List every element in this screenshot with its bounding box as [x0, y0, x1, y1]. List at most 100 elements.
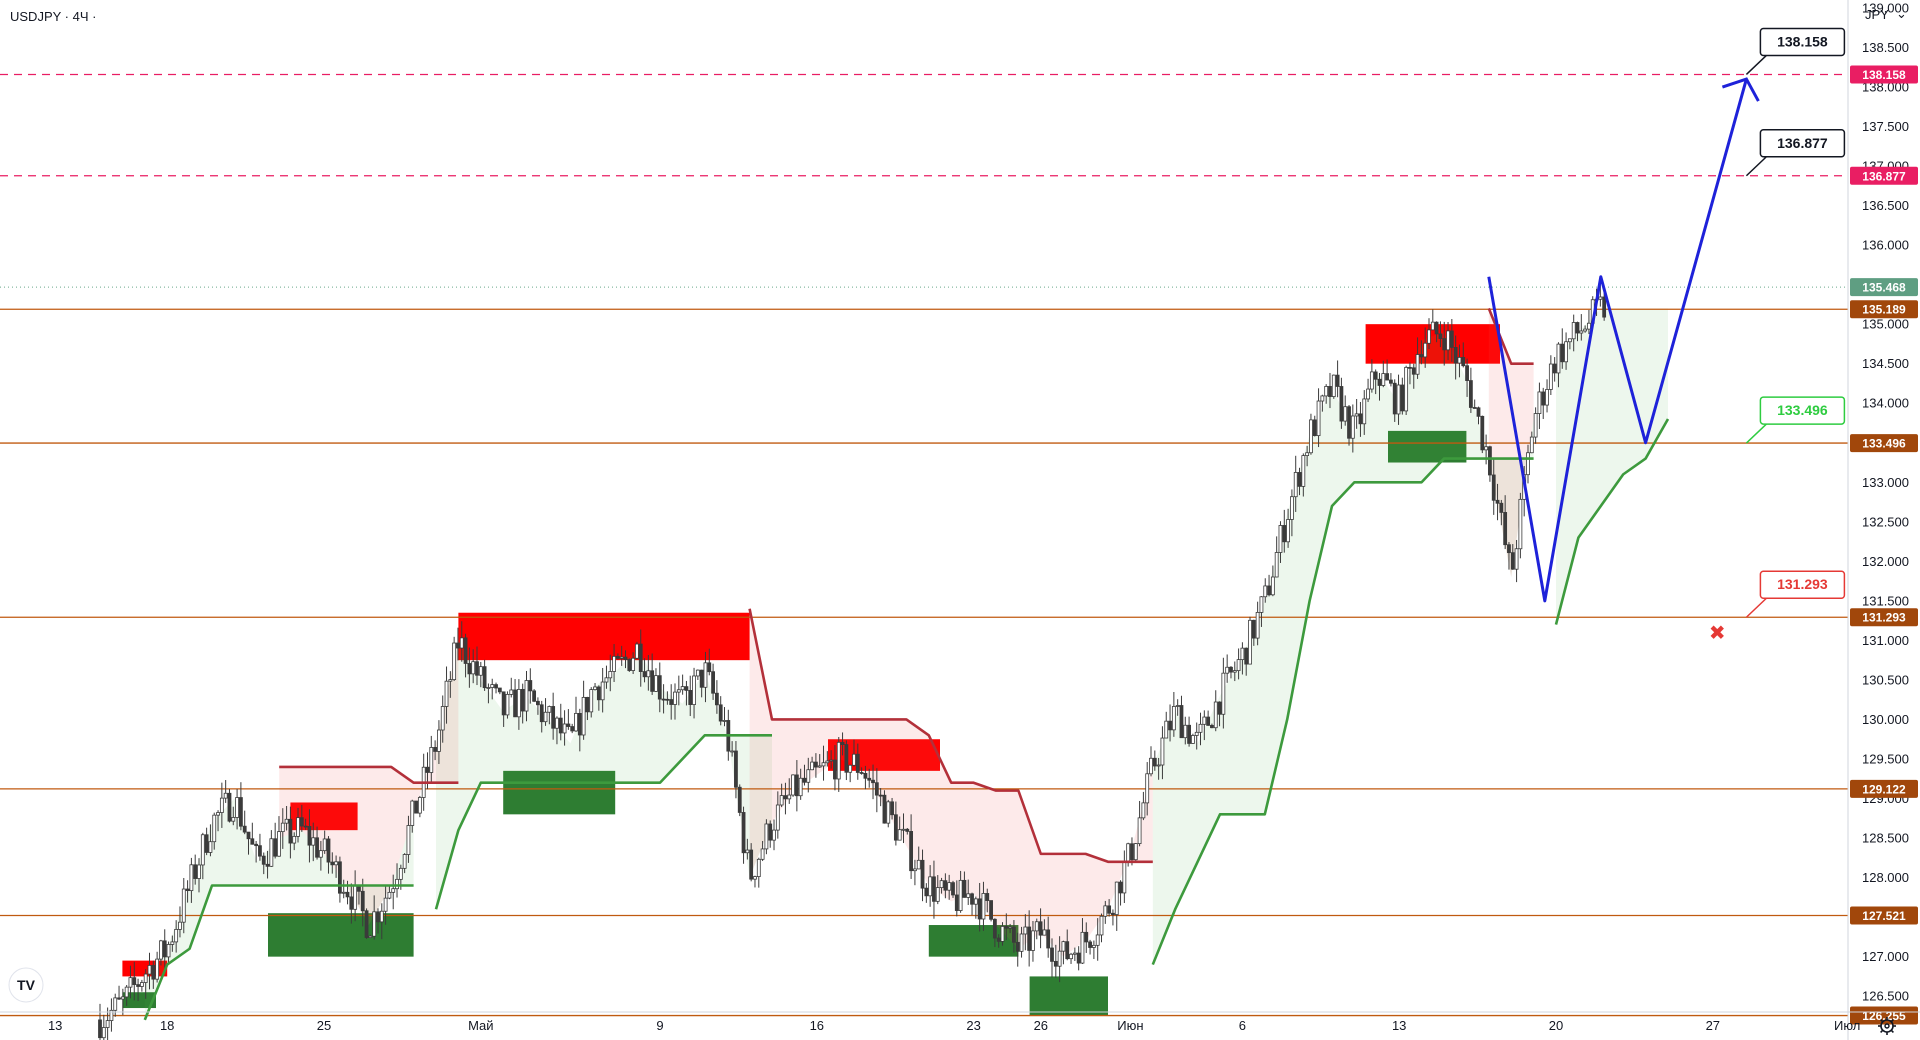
- candle-body: [292, 835, 297, 844]
- candle-body: [1419, 354, 1424, 358]
- candle-body: [1564, 341, 1568, 363]
- supertrend-up-line: [434, 733, 772, 910]
- candle-body: [840, 741, 845, 745]
- candle-body: [699, 669, 704, 688]
- candle-body: [574, 712, 578, 732]
- y-tick-label: 128.000: [1862, 870, 1909, 885]
- candle-body: [772, 829, 776, 841]
- candle-body: [1297, 472, 1302, 487]
- supertrend-down-line: [279, 765, 459, 785]
- price-badge: [1850, 779, 1918, 798]
- candle-body: [596, 686, 601, 701]
- candle-body: [730, 750, 735, 753]
- candle-body: [714, 692, 719, 706]
- candle-body: [551, 706, 556, 729]
- candle-body: [1103, 905, 1108, 917]
- price-scale[interactable]: [1848, 0, 1920, 1012]
- candle-body: [642, 671, 647, 678]
- candle-body: [1484, 446, 1489, 451]
- y-tick-label: 130.500: [1862, 672, 1909, 687]
- candle-body: [1031, 930, 1035, 951]
- supertrend-fill: [144, 798, 414, 1020]
- candle-body: [1366, 388, 1370, 400]
- price-badge: [1850, 608, 1918, 627]
- candle-body: [768, 823, 773, 841]
- candle-body: [1465, 365, 1469, 381]
- supertrend-fill: [1556, 308, 1668, 625]
- candle-body: [128, 977, 133, 988]
- candle-body: [1472, 407, 1477, 409]
- candle-body: [1274, 552, 1279, 578]
- candle-body: [395, 878, 399, 890]
- candle-body: [1171, 706, 1176, 731]
- forecast-layer: [1487, 77, 1760, 603]
- tradingview-logo-icon[interactable]: TV: [8, 967, 44, 1003]
- demand-zone: [268, 913, 414, 957]
- candle-body: [741, 812, 746, 854]
- y-tick-label: 132.000: [1862, 554, 1909, 569]
- candle-body: [452, 642, 457, 681]
- candle-body: [650, 670, 655, 692]
- callout-pointer: [1745, 156, 1767, 177]
- candle-body: [1046, 929, 1051, 949]
- candle-body: [1267, 585, 1271, 596]
- candle-body: [516, 688, 521, 718]
- candle-body: [1099, 915, 1104, 936]
- candle-body: [440, 706, 445, 731]
- candle-body: [695, 669, 700, 677]
- demand-zone: [1388, 430, 1467, 463]
- candle-body: [707, 662, 712, 673]
- candle-body: [1088, 941, 1092, 948]
- candle-body: [372, 911, 377, 937]
- y-tick-label: 131.000: [1862, 633, 1909, 648]
- candle-body: [684, 686, 689, 691]
- candle-body: [909, 831, 914, 872]
- candle-body: [338, 861, 342, 894]
- candle-body: [1575, 322, 1580, 334]
- currency-chevron-down-icon[interactable]: ⌄: [1896, 6, 1907, 21]
- candle-body: [874, 782, 879, 796]
- y-tick-label: 136.000: [1862, 238, 1909, 253]
- candle-body: [1012, 926, 1016, 943]
- currency-label[interactable]: JPY: [1865, 7, 1889, 22]
- candle-body: [753, 876, 757, 880]
- candle-body: [1290, 496, 1294, 520]
- candle-body: [1282, 525, 1287, 543]
- supertrend-fill: [279, 640, 459, 926]
- candle-body: [246, 831, 251, 840]
- candle-body: [425, 766, 430, 773]
- candle-body: [208, 841, 213, 853]
- candle-body: [242, 825, 247, 833]
- candle-body: [981, 893, 986, 920]
- candle-body: [482, 666, 487, 689]
- candle-body: [280, 822, 285, 833]
- candle-body: [951, 882, 955, 896]
- candle-body: [1571, 322, 1576, 340]
- y-tick-label: 138.500: [1862, 40, 1909, 55]
- price-badges: 135.189 133.496 131.293 129.122 127.521 126.2…: [1850, 65, 1918, 1025]
- y-tick-label: 127.000: [1862, 949, 1909, 964]
- candle-body: [1248, 619, 1252, 665]
- candle-body: [1141, 802, 1146, 819]
- candle-body: [943, 880, 948, 891]
- candle-body: [185, 888, 190, 892]
- candle-body: [368, 935, 373, 938]
- candle-body: [345, 891, 350, 898]
- candle-body: [1545, 389, 1549, 406]
- candle-body: [1377, 378, 1382, 386]
- candle-body: [1354, 413, 1359, 417]
- candle-body: [916, 859, 921, 870]
- candle-body: [676, 689, 681, 693]
- candle-body: [1000, 926, 1005, 942]
- candle-body: [1552, 363, 1557, 374]
- candle-body: [448, 679, 453, 682]
- candle-body: [798, 777, 803, 797]
- candle-body: [631, 657, 636, 671]
- gear-icon[interactable]: [1878, 1017, 1896, 1035]
- candle-body: [315, 837, 319, 858]
- candle-body: [825, 760, 830, 764]
- demand-zone: [1029, 976, 1108, 1016]
- candle-body: [829, 759, 834, 762]
- candle-body: [608, 671, 613, 679]
